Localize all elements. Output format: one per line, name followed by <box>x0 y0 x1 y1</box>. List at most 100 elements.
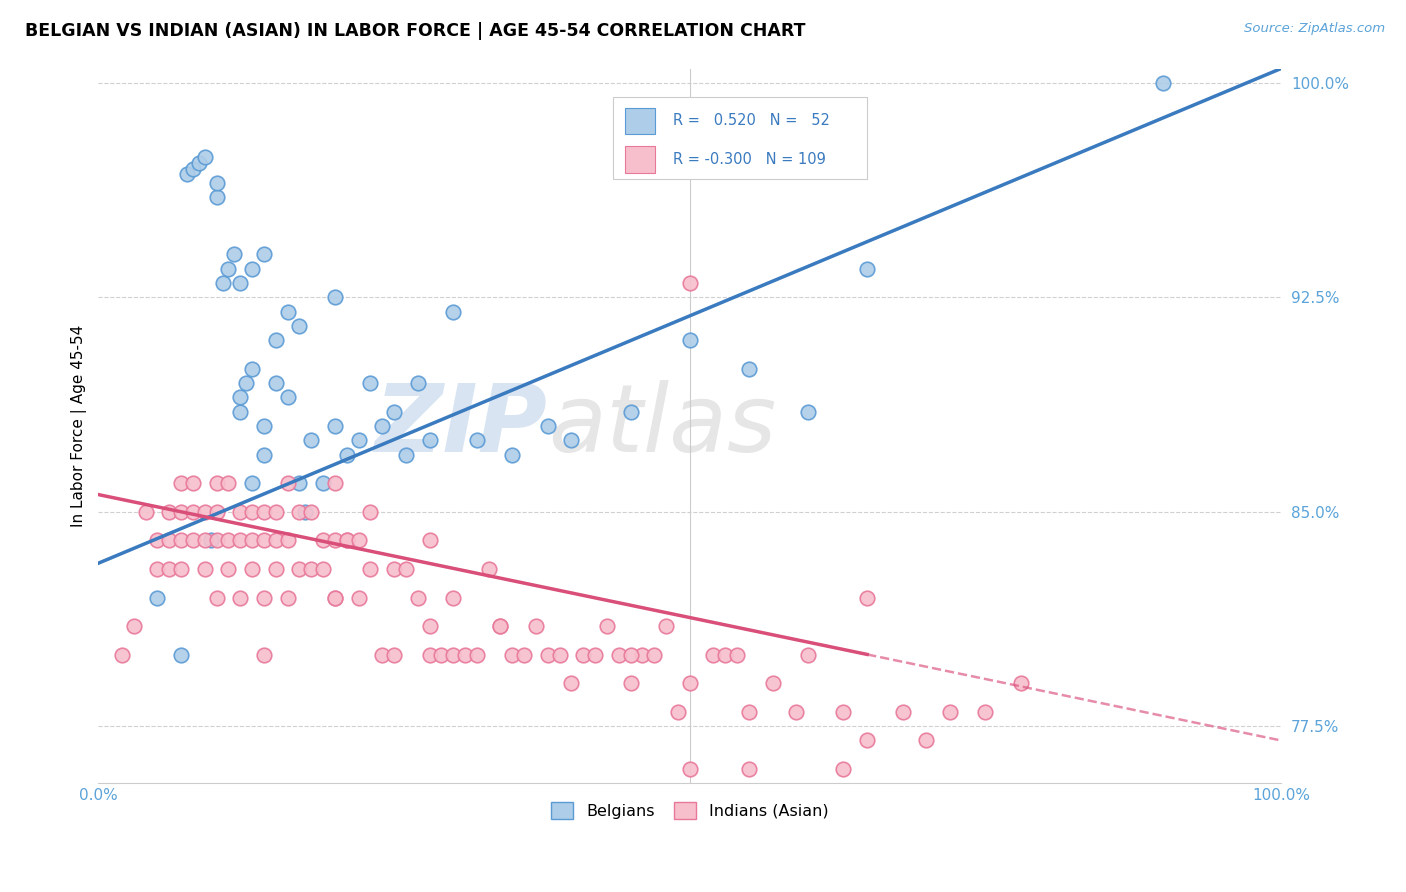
Point <box>501 648 523 662</box>
Point <box>135 505 157 519</box>
Point <box>371 648 394 662</box>
Point <box>832 705 855 719</box>
Point <box>702 648 724 662</box>
Point <box>631 648 654 662</box>
Point <box>560 434 582 448</box>
Point <box>891 705 914 719</box>
Point <box>205 476 228 491</box>
Point <box>607 648 630 662</box>
Point <box>856 733 879 747</box>
Point <box>856 261 879 276</box>
Point <box>465 648 488 662</box>
Text: atlas: atlas <box>548 381 776 472</box>
Point <box>666 705 689 719</box>
Point <box>336 533 359 548</box>
Point <box>264 562 287 576</box>
Point <box>382 648 405 662</box>
Point <box>205 176 228 190</box>
Point <box>217 533 239 548</box>
Point <box>312 533 335 548</box>
Point <box>537 419 560 434</box>
Point <box>359 562 381 576</box>
Point <box>240 562 263 576</box>
Point <box>277 304 299 318</box>
Point <box>176 167 198 181</box>
Point <box>371 419 394 434</box>
Point <box>253 533 276 548</box>
Point <box>785 705 807 719</box>
Point <box>1010 676 1032 690</box>
Point <box>194 505 217 519</box>
Legend: Belgians, Indians (Asian): Belgians, Indians (Asian) <box>544 796 835 825</box>
Point <box>224 247 246 261</box>
Point <box>323 419 346 434</box>
Point <box>240 476 263 491</box>
Point <box>299 505 322 519</box>
Point <box>264 376 287 390</box>
Point <box>761 676 783 690</box>
Point <box>714 648 737 662</box>
Point <box>277 390 299 404</box>
Point <box>643 648 665 662</box>
Point <box>856 591 879 605</box>
Point <box>277 476 299 491</box>
Point <box>240 533 263 548</box>
Point <box>288 476 311 491</box>
Point <box>454 648 477 662</box>
Point <box>359 505 381 519</box>
Point <box>240 361 263 376</box>
Point <box>501 448 523 462</box>
Point <box>181 476 204 491</box>
Point <box>359 376 381 390</box>
Point <box>194 533 217 548</box>
Text: BELGIAN VS INDIAN (ASIAN) IN LABOR FORCE | AGE 45-54 CORRELATION CHART: BELGIAN VS INDIAN (ASIAN) IN LABOR FORCE… <box>25 22 806 40</box>
Point <box>418 434 440 448</box>
Point <box>537 648 560 662</box>
Point <box>288 505 311 519</box>
Point <box>235 376 257 390</box>
Point <box>240 261 263 276</box>
Point <box>974 705 997 719</box>
Point <box>312 476 335 491</box>
Point <box>170 505 193 519</box>
Point <box>229 404 252 418</box>
Point <box>217 261 239 276</box>
Point <box>619 676 641 690</box>
Point <box>513 648 536 662</box>
Point <box>679 762 702 776</box>
Point <box>323 290 346 304</box>
Point <box>253 591 276 605</box>
Text: R = -0.300   N = 109: R = -0.300 N = 109 <box>673 153 825 167</box>
Point <box>596 619 619 633</box>
Point <box>277 533 299 548</box>
Point <box>560 676 582 690</box>
Point <box>211 276 233 290</box>
Point <box>264 333 287 347</box>
Point <box>738 762 761 776</box>
Point <box>1152 76 1174 90</box>
Point <box>217 476 239 491</box>
FancyBboxPatch shape <box>624 108 655 134</box>
Point <box>418 619 440 633</box>
Text: Source: ZipAtlas.com: Source: ZipAtlas.com <box>1244 22 1385 36</box>
Point <box>323 533 346 548</box>
Point <box>299 562 322 576</box>
Point <box>489 619 512 633</box>
Point <box>181 161 204 176</box>
Point <box>347 591 370 605</box>
Point <box>406 376 429 390</box>
Point <box>797 404 820 418</box>
Point <box>323 591 346 605</box>
Point <box>157 562 180 576</box>
Point <box>264 533 287 548</box>
Point <box>382 562 405 576</box>
Point <box>229 505 252 519</box>
Point <box>194 150 217 164</box>
Point <box>418 533 440 548</box>
Point <box>489 619 512 633</box>
Point <box>157 533 180 548</box>
Point <box>122 619 145 633</box>
Point <box>288 318 311 333</box>
FancyBboxPatch shape <box>624 146 655 173</box>
Point <box>619 404 641 418</box>
